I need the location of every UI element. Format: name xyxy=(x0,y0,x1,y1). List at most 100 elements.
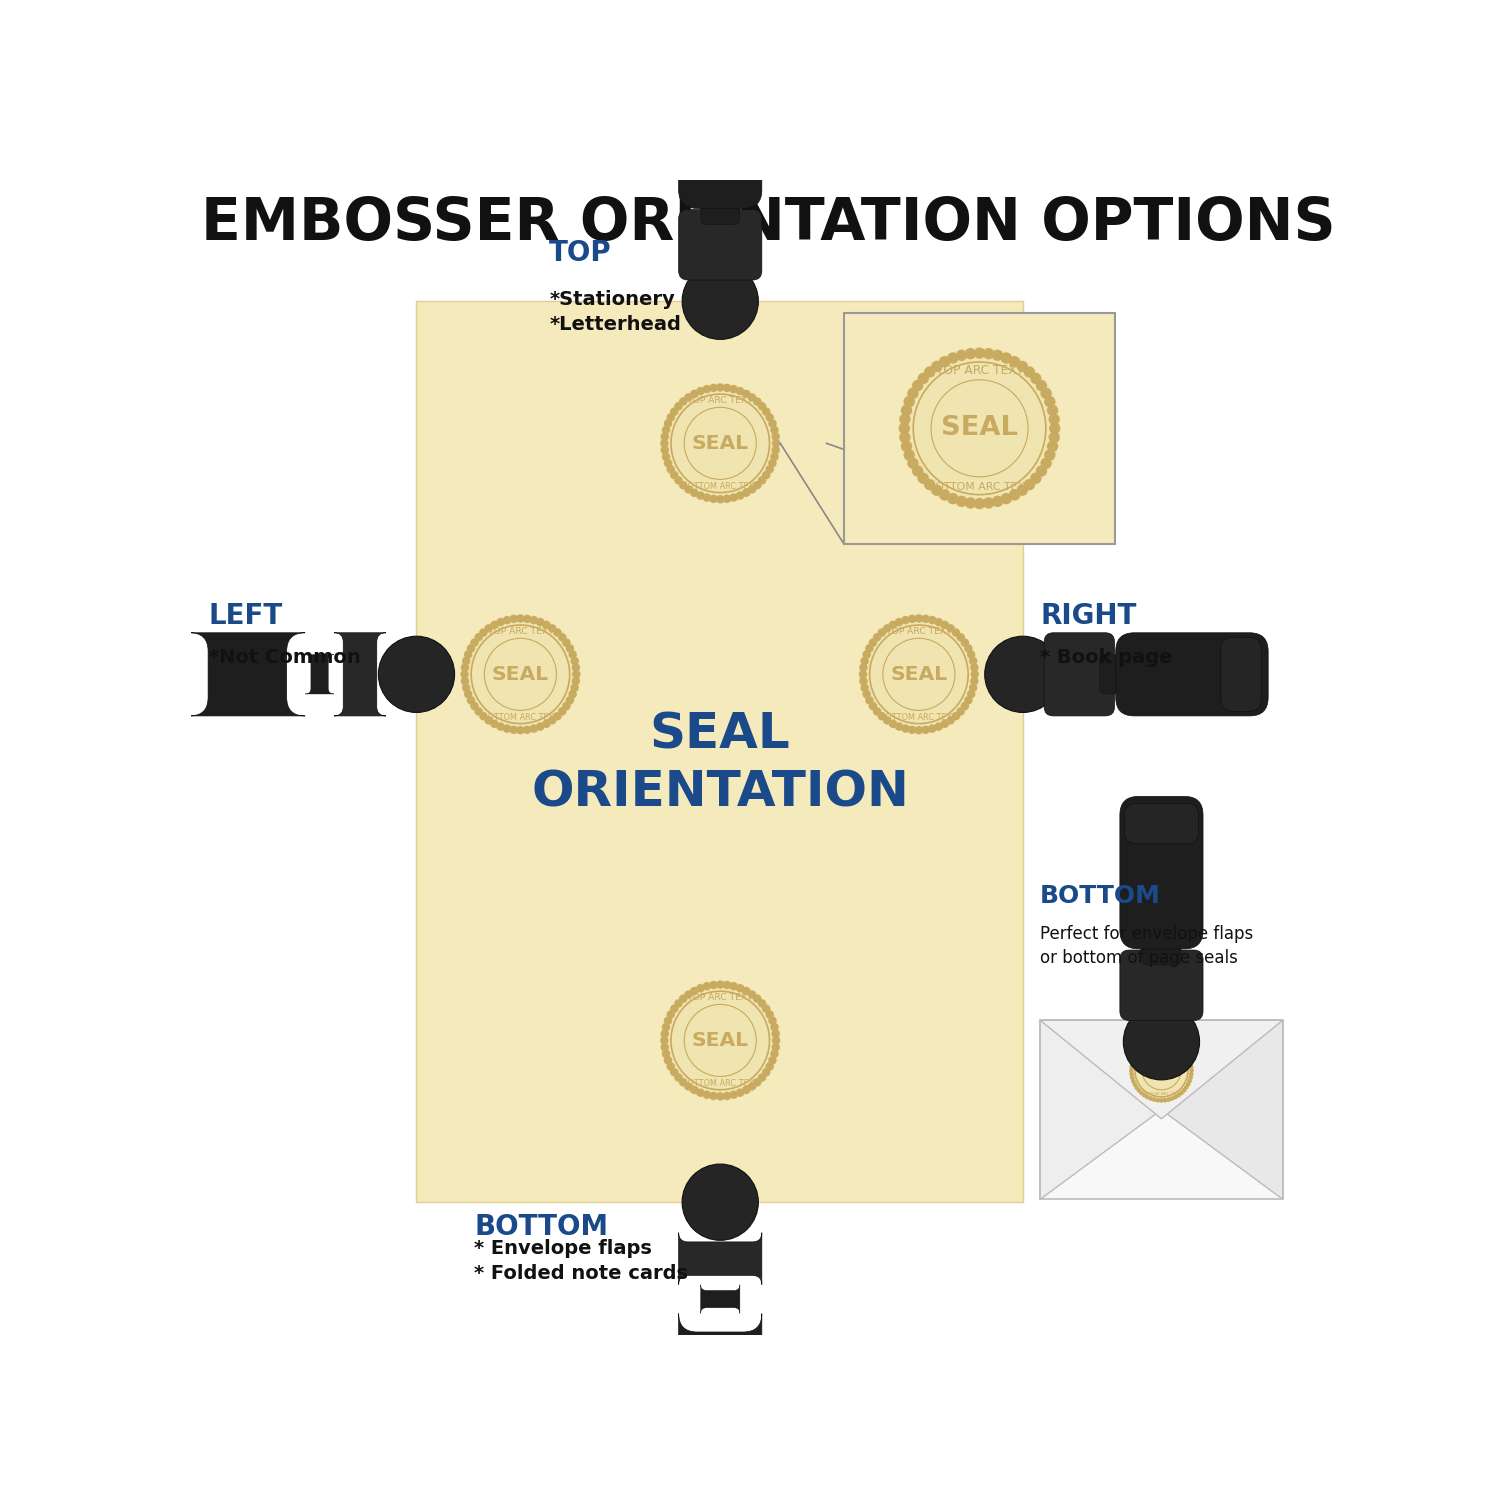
Circle shape xyxy=(946,624,956,633)
Circle shape xyxy=(748,990,756,999)
Circle shape xyxy=(1044,396,1056,408)
Circle shape xyxy=(859,670,867,678)
Text: * Book page: * Book page xyxy=(1040,648,1173,668)
Circle shape xyxy=(888,720,897,728)
Circle shape xyxy=(1186,1082,1191,1086)
Circle shape xyxy=(1179,1090,1184,1095)
Circle shape xyxy=(664,459,672,468)
Circle shape xyxy=(765,1011,774,1019)
FancyBboxPatch shape xyxy=(684,63,758,104)
Circle shape xyxy=(771,453,778,460)
Circle shape xyxy=(548,716,556,724)
Circle shape xyxy=(974,348,986,358)
Circle shape xyxy=(928,724,936,734)
Circle shape xyxy=(554,628,561,636)
Text: TOP: TOP xyxy=(549,238,612,267)
Circle shape xyxy=(736,492,744,500)
Circle shape xyxy=(871,627,966,722)
Circle shape xyxy=(680,482,687,489)
Circle shape xyxy=(946,352,958,363)
Circle shape xyxy=(1136,1046,1186,1095)
Circle shape xyxy=(753,482,762,489)
Circle shape xyxy=(490,720,498,728)
Circle shape xyxy=(736,984,744,993)
Circle shape xyxy=(902,441,912,452)
Circle shape xyxy=(753,994,762,1004)
Circle shape xyxy=(903,450,915,460)
Circle shape xyxy=(542,720,550,728)
Text: SEAL: SEAL xyxy=(1146,1065,1176,1076)
Circle shape xyxy=(1155,1098,1160,1102)
Text: Perfect for envelope flaps
or bottom of page seals: Perfect for envelope flaps or bottom of … xyxy=(1040,926,1254,966)
Circle shape xyxy=(903,396,915,408)
Circle shape xyxy=(1041,387,1052,399)
Circle shape xyxy=(660,440,669,447)
Circle shape xyxy=(460,615,580,735)
FancyBboxPatch shape xyxy=(304,654,334,694)
Circle shape xyxy=(662,1050,670,1058)
Text: TOP ARC TEXT: TOP ARC TEXT xyxy=(687,993,753,1002)
Circle shape xyxy=(684,1082,693,1090)
Circle shape xyxy=(1144,1041,1149,1046)
Circle shape xyxy=(1130,1076,1134,1080)
Circle shape xyxy=(690,987,699,994)
FancyBboxPatch shape xyxy=(700,184,740,225)
Circle shape xyxy=(753,1078,762,1086)
Circle shape xyxy=(1137,1048,1142,1053)
Text: BOTTOM ARC TEXT: BOTTOM ARC TEXT xyxy=(880,712,957,722)
Circle shape xyxy=(702,386,711,393)
Circle shape xyxy=(771,1050,778,1058)
FancyBboxPatch shape xyxy=(700,1284,740,1314)
Circle shape xyxy=(1167,1040,1172,1044)
Circle shape xyxy=(471,639,478,646)
Circle shape xyxy=(982,498,994,508)
FancyBboxPatch shape xyxy=(1142,924,1180,964)
Circle shape xyxy=(664,420,672,428)
Text: SEAL: SEAL xyxy=(492,664,549,684)
Circle shape xyxy=(758,476,766,484)
Circle shape xyxy=(1186,1054,1191,1059)
Circle shape xyxy=(462,657,471,664)
Circle shape xyxy=(964,498,976,508)
Circle shape xyxy=(902,405,912,416)
Circle shape xyxy=(568,651,578,658)
Circle shape xyxy=(865,644,873,652)
Circle shape xyxy=(660,981,780,1101)
Circle shape xyxy=(921,726,930,734)
Circle shape xyxy=(660,384,780,504)
Circle shape xyxy=(736,387,744,396)
Circle shape xyxy=(862,690,871,699)
Circle shape xyxy=(758,1074,766,1082)
Circle shape xyxy=(742,1086,750,1094)
Circle shape xyxy=(710,384,717,392)
Text: * Envelope flaps
* Folded note cards: * Envelope flaps * Folded note cards xyxy=(474,1239,688,1282)
Circle shape xyxy=(765,465,774,474)
Circle shape xyxy=(932,362,942,372)
Circle shape xyxy=(460,663,470,672)
Circle shape xyxy=(915,615,922,622)
Circle shape xyxy=(964,644,972,652)
Circle shape xyxy=(884,716,891,724)
Circle shape xyxy=(1000,352,1012,363)
Circle shape xyxy=(558,706,567,716)
Circle shape xyxy=(939,489,951,501)
Circle shape xyxy=(771,426,778,433)
Circle shape xyxy=(916,366,1042,492)
Circle shape xyxy=(924,366,936,378)
Circle shape xyxy=(1044,450,1056,460)
Circle shape xyxy=(873,633,882,642)
Circle shape xyxy=(702,1090,711,1100)
Circle shape xyxy=(968,690,975,699)
Circle shape xyxy=(771,1023,778,1032)
Circle shape xyxy=(1130,1068,1134,1072)
FancyBboxPatch shape xyxy=(1120,796,1203,950)
Circle shape xyxy=(1000,494,1012,504)
Circle shape xyxy=(1017,484,1028,496)
Circle shape xyxy=(1132,1054,1137,1059)
Circle shape xyxy=(378,636,454,712)
Circle shape xyxy=(902,616,909,624)
Circle shape xyxy=(1144,1095,1149,1100)
Circle shape xyxy=(969,657,978,664)
Circle shape xyxy=(982,348,994,360)
Circle shape xyxy=(748,484,756,494)
